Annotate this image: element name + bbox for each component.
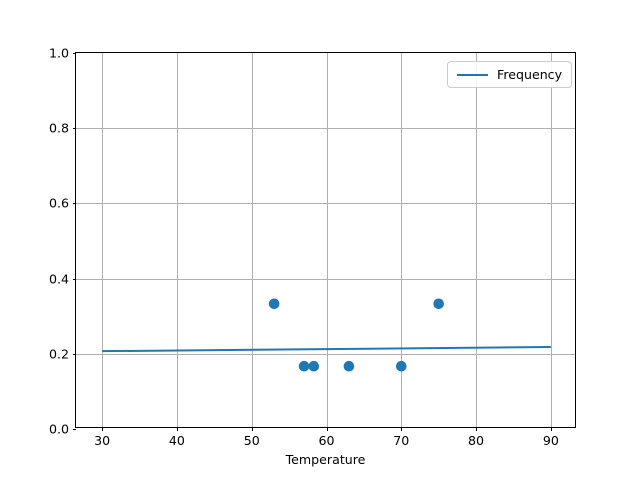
x-axis-label: Temperature xyxy=(285,452,366,467)
x-axis-tick-label: 60 xyxy=(318,433,335,448)
x-axis-tick xyxy=(102,427,104,431)
gridline-vertical xyxy=(401,53,403,427)
x-axis-tick xyxy=(401,427,403,431)
legend-label-frequency: Frequency xyxy=(497,67,563,82)
x-axis-tick-label: 30 xyxy=(94,433,111,448)
gridline-vertical xyxy=(326,53,328,427)
x-axis-tick-label: 80 xyxy=(468,433,485,448)
x-axis-tick-label: 70 xyxy=(393,433,410,448)
y-axis-tick xyxy=(72,429,76,430)
gridline-vertical xyxy=(476,53,478,427)
scatter-point xyxy=(298,360,310,372)
legend-line-sample-icon xyxy=(457,73,488,76)
scatter-point xyxy=(343,360,355,372)
gridline-horizontal xyxy=(76,203,575,205)
y-axis-tick xyxy=(72,278,76,280)
gridline-horizontal xyxy=(76,353,575,355)
scatter-point xyxy=(308,360,320,372)
x-axis-tick-label: 90 xyxy=(542,433,559,448)
y-axis-tick xyxy=(72,128,76,130)
gridline-vertical xyxy=(176,53,178,427)
scatter-points xyxy=(268,298,444,372)
gridline-horizontal xyxy=(76,278,575,280)
y-axis-tick xyxy=(72,203,76,205)
x-axis-tick-label: 50 xyxy=(243,433,260,448)
y-axis-tick-label: 0.6 xyxy=(48,195,69,211)
x-axis-tick xyxy=(176,427,178,431)
gridline-vertical xyxy=(550,53,552,427)
scatter-point xyxy=(268,298,280,310)
x-axis-tick xyxy=(326,427,328,431)
gridline-horizontal xyxy=(76,128,575,130)
y-axis-tick-label: 0.4 xyxy=(48,271,69,287)
data-layer xyxy=(102,298,551,372)
y-axis-tick-label: 0.8 xyxy=(48,120,69,136)
y-axis-tick-label: 0.2 xyxy=(48,346,69,362)
y-axis-tick-label: 1.0 xyxy=(48,45,69,61)
frequency-line xyxy=(102,346,551,353)
y-axis-tick-label: 0.0 xyxy=(48,421,69,437)
x-axis-tick xyxy=(476,427,478,431)
x-axis-tick-label: 40 xyxy=(168,433,185,448)
line-path xyxy=(102,346,551,353)
scatter-point xyxy=(433,298,444,310)
x-axis-tick xyxy=(251,427,253,431)
x-axis-tick xyxy=(550,427,552,431)
plot-area: 30 40 50 60 70 80 90 0.0 0.2 0.4 0.6 0.8 1.0 Frequen… xyxy=(49,46,576,448)
gridline-vertical xyxy=(251,53,253,427)
y-axis-tick xyxy=(72,53,76,54)
scatter-point xyxy=(395,360,407,372)
y-axis-tick xyxy=(72,353,76,355)
gridline-vertical xyxy=(102,53,104,427)
chart-legend: Frequency xyxy=(447,61,573,88)
